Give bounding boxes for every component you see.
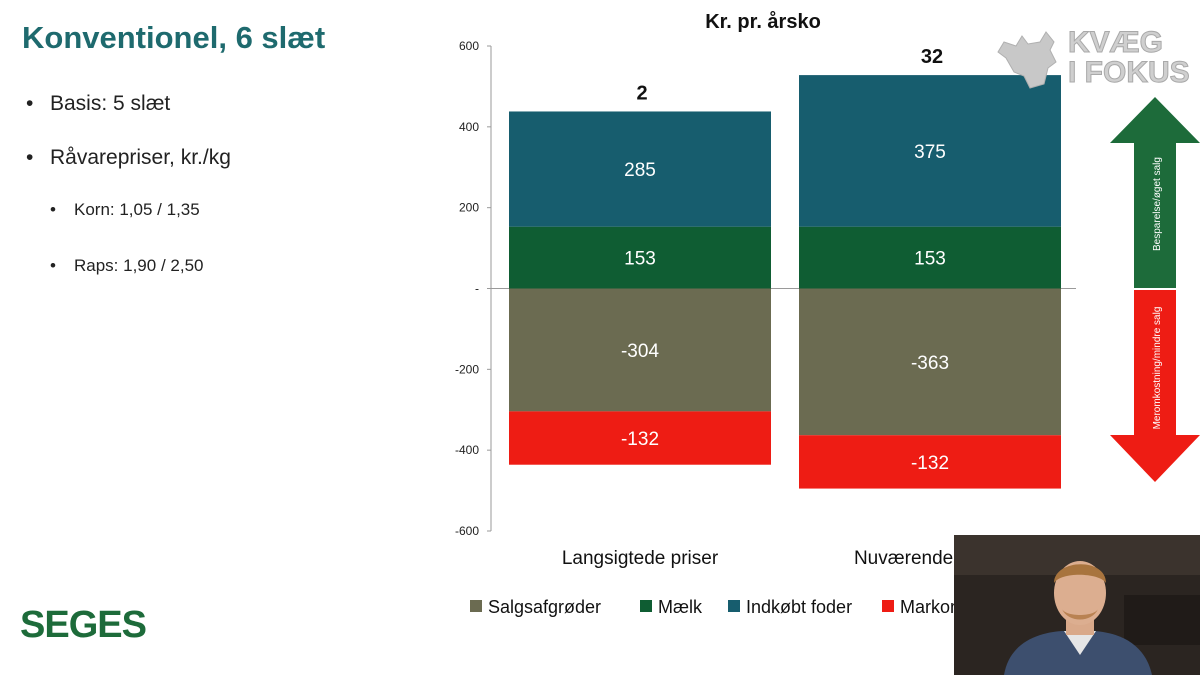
y-tick-label: - — [475, 282, 479, 296]
kvaeg-i-fokus-logo: KVÆG I FOKUS — [996, 26, 1194, 96]
bar-segment — [799, 226, 1061, 289]
data-label: 375 — [914, 142, 946, 163]
bar-segment — [799, 75, 1061, 227]
data-label: -363 — [911, 353, 949, 374]
data-label: -132 — [911, 453, 949, 474]
bars: 153 285 -304 -132 2 Langsigtede priser 153 375 -… — [509, 46, 1061, 569]
legend-swatch — [728, 600, 740, 612]
legend-swatch — [640, 600, 652, 612]
logo-line2: I FOKUS — [1068, 56, 1191, 89]
chart-title: Kr. pr. årsko — [705, 10, 821, 33]
bullet-raps: • Raps: 1,90 / 2,50 — [50, 256, 203, 276]
y-tick-label: 200 — [459, 201, 479, 215]
data-label: -132 — [621, 429, 659, 450]
bar-segment — [799, 435, 1061, 489]
bullet-marker: • — [26, 146, 34, 169]
bar-segment — [799, 288, 1061, 436]
legend-label: Indkøbt foder — [746, 597, 852, 617]
bullet-marker: • — [26, 92, 34, 115]
legend-swatch — [470, 600, 482, 612]
bullet-marker: • — [50, 200, 56, 219]
bar-segment — [509, 226, 771, 289]
bullet-basis: • Basis: 5 slæt — [26, 92, 170, 116]
total-label: 2 — [636, 82, 647, 104]
arrow-down-label: Meromkostning/mindre salg — [1152, 307, 1163, 430]
presenter-video-icon — [954, 535, 1200, 675]
total-label: 32 — [921, 46, 943, 68]
bullet-marker: • — [50, 256, 56, 275]
legend-label: Salgsafgrøder — [488, 597, 601, 617]
slide-title: Konventionel, 6 slæt — [22, 20, 326, 55]
bar-segment — [509, 411, 771, 465]
webcam-feed — [954, 535, 1200, 675]
y-tick-label: 600 — [459, 39, 479, 53]
bullet-text: Råvarepriser, kr./kg — [50, 146, 231, 169]
bar-segment — [509, 288, 771, 412]
legend-label: Mælk — [658, 597, 703, 617]
cost-arrow-down — [1110, 290, 1200, 482]
bullet-text: Basis: 5 slæt — [50, 92, 171, 115]
legend-swatch — [882, 600, 894, 612]
savings-arrow-up — [1110, 97, 1200, 288]
indicator-arrows: Besparelse/øget salg Meromkostning/mindr… — [1110, 97, 1200, 482]
logo-text: KVÆG I FOKUS — [1068, 26, 1191, 89]
y-tick-label: -400 — [455, 443, 479, 457]
bullet-text: Korn: 1,05 / 1,35 — [74, 200, 200, 219]
bullet-korn: • Korn: 1,05 / 1,35 — [50, 200, 200, 220]
cow-head-icon — [997, 31, 1057, 89]
y-tick-label: -200 — [455, 362, 479, 376]
seges-logo: SEGES — [20, 604, 147, 646]
y-tick-label: 400 — [459, 120, 479, 134]
logo-line1: KVÆG — [1068, 26, 1164, 59]
data-label: 285 — [624, 160, 656, 181]
y-tick-label: -600 — [455, 524, 479, 538]
data-label: 153 — [624, 249, 656, 270]
bullet-text: Raps: 1,90 / 2,50 — [74, 256, 204, 275]
arrow-up-label: Besparelse/øget salg — [1152, 157, 1163, 251]
data-label: 153 — [914, 249, 946, 270]
bar-segment — [509, 111, 771, 227]
bullet-raavarepriser: • Råvarepriser, kr./kg — [26, 146, 231, 170]
data-label: -304 — [621, 341, 659, 362]
category-label: Langsigtede priser — [562, 548, 719, 569]
